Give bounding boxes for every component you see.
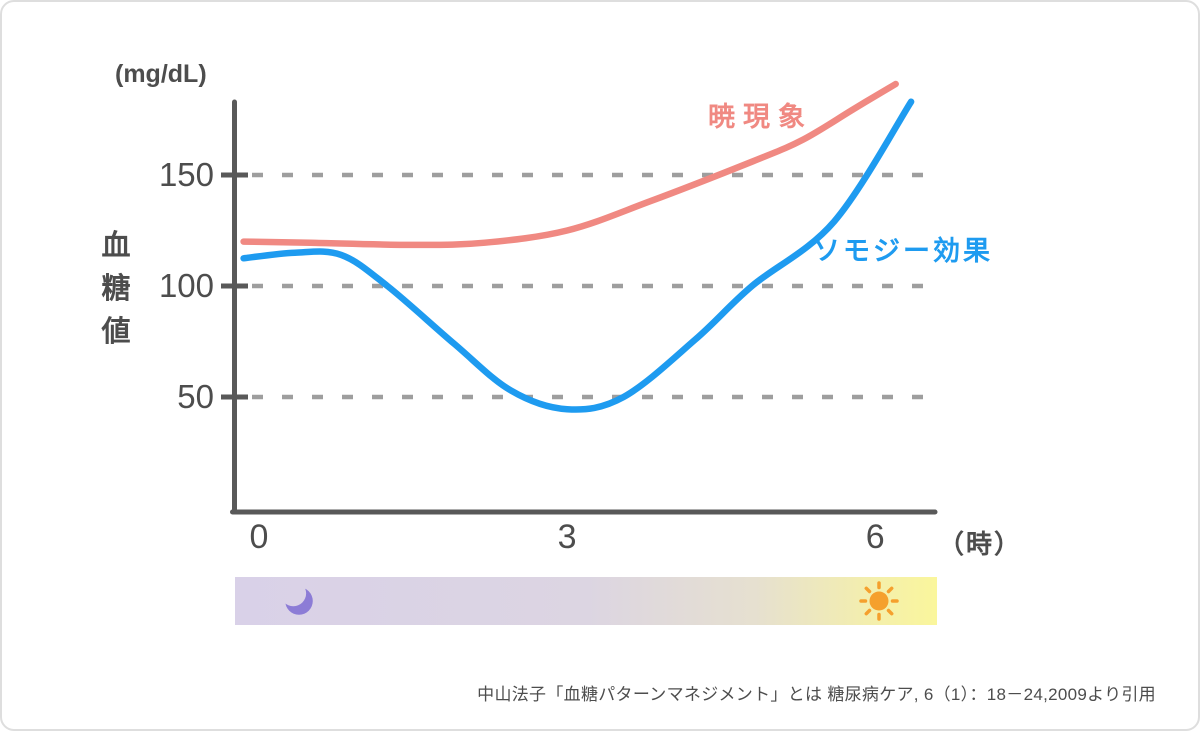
y-tick-label-150: 150	[158, 156, 214, 193]
y-axis-title-char: 糖	[101, 273, 131, 305]
y-axis-title-char: 値	[101, 316, 131, 348]
y-unit-label: (mg/dL)	[115, 60, 207, 88]
somogyi-effect-curve	[240, 98, 915, 413]
x-tick-label-3: 3	[557, 518, 577, 556]
y-axis-title: 血 糖 値	[98, 225, 134, 354]
y-tick-label-100: 100	[158, 267, 214, 304]
time-of-day-bar	[235, 577, 937, 625]
crescent-moon-icon	[285, 587, 313, 615]
y-tick-label-50: 50	[177, 378, 214, 415]
dawn-phenomenon-curve	[240, 80, 899, 249]
citation-text: 中山法子「血糖パターンマネジメント」とは 糖尿病ケア, 6（1）：18－24,2…	[477, 685, 1156, 704]
x-unit-label: （時）	[938, 529, 1023, 559]
somogyi-effect-label: ソモジー効果	[813, 236, 993, 266]
x-tick-label-6: 6	[865, 518, 885, 556]
sun-icon	[859, 581, 899, 621]
x-tick-label-0: 0	[249, 518, 269, 556]
dawn-phenomenon-label: 暁現象	[708, 102, 813, 132]
y-axis-title-char: 血	[101, 230, 131, 262]
